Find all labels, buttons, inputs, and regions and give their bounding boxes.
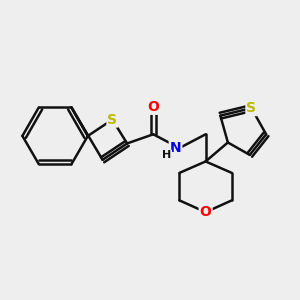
Text: S: S bbox=[107, 112, 117, 127]
Text: H: H bbox=[162, 150, 172, 160]
Text: S: S bbox=[246, 101, 256, 115]
Text: O: O bbox=[147, 100, 159, 114]
Text: N: N bbox=[170, 141, 181, 155]
Text: O: O bbox=[200, 205, 212, 219]
